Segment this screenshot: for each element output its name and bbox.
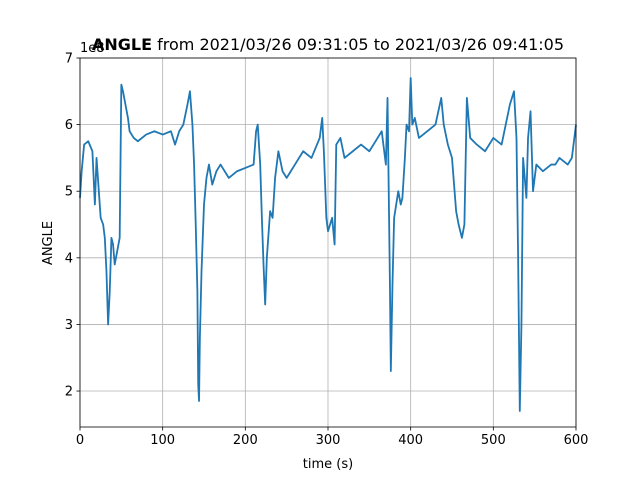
x-tick-label: 400 [398,433,423,448]
y-tick-label: 7 [65,52,73,67]
y-tick-label: 6 [65,118,73,133]
x-tick-label: 600 [564,433,589,448]
x-axis-label: time (s) [303,457,353,472]
plot-frame [79,57,577,428]
y-offset-text: 1e8 [80,41,105,56]
y-tick-label: 3 [65,318,73,333]
data-line [79,77,577,412]
y-tick-label: 2 [65,385,73,400]
y-tick-label: 4 [65,251,73,266]
x-tick-label: 300 [316,433,341,448]
title-rest: from 2021/03/26 09:31:05 to 2021/03/26 0… [152,35,564,54]
x-tick-label: 100 [150,433,175,448]
x-tick-label: 200 [233,433,258,448]
y-axis-label: ANGLE [41,221,56,265]
x-tick-label: 0 [76,433,84,448]
chart-title: ANGLE from 2021/03/26 09:31:05 to 2021/0… [92,35,564,54]
x-tick-label: 500 [481,433,506,448]
title-bold: ANGLE [92,35,152,54]
y-tick-label: 5 [65,185,73,200]
